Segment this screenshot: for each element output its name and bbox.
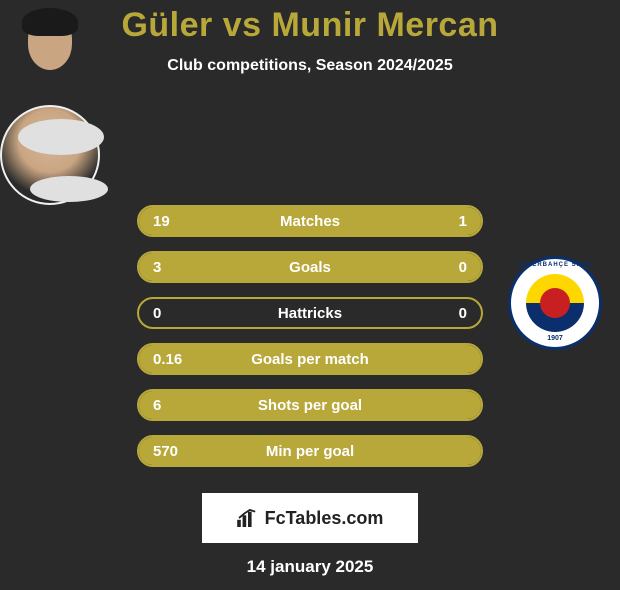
brand-chart-icon [237,509,259,527]
subtitle: Club competitions, Season 2024/2025 [0,57,620,75]
footer-date: 14 january 2025 [0,557,620,577]
stat-label: Hattricks [139,305,481,322]
stat-row: 570Min per goal [137,435,483,467]
stat-row: 19Matches1 [137,205,483,237]
stat-row: 6Shots per goal [137,389,483,421]
stat-row: 0Hattricks0 [137,297,483,329]
club-badge-motif [540,288,570,318]
brand-box: FcTables.com [202,493,418,543]
comparison-infographic: Güler vs Munir Mercan Club competitions,… [0,0,620,580]
stat-row: 0.16Goals per match [137,343,483,375]
stat-label: Matches [139,213,481,230]
stat-value-right: 0 [459,305,467,322]
club-badge-inner [526,274,584,332]
stat-label: Shots per goal [139,397,481,414]
stats-list: 19Matches13Goals00Hattricks00.16Goals pe… [137,205,483,467]
club-badge: FENERBAHÇE SPOR 1907 [508,256,602,350]
stat-value-right: 0 [459,259,467,276]
stat-row: 3Goals0 [137,251,483,283]
player-left-avatar-shape-2 [30,176,108,202]
club-badge-year: 1907 [511,335,599,342]
brand-text: FcTables.com [265,508,384,529]
stat-value-right: 1 [459,213,467,230]
stat-label: Goals [139,259,481,276]
stat-label: Goals per match [139,351,481,368]
stat-label: Min per goal [139,443,481,460]
player-left-avatar-shape-1 [18,119,104,155]
page-title: Güler vs Munir Mercan [0,6,620,45]
club-badge-arc-text: FENERBAHÇE SPOR [511,262,599,268]
